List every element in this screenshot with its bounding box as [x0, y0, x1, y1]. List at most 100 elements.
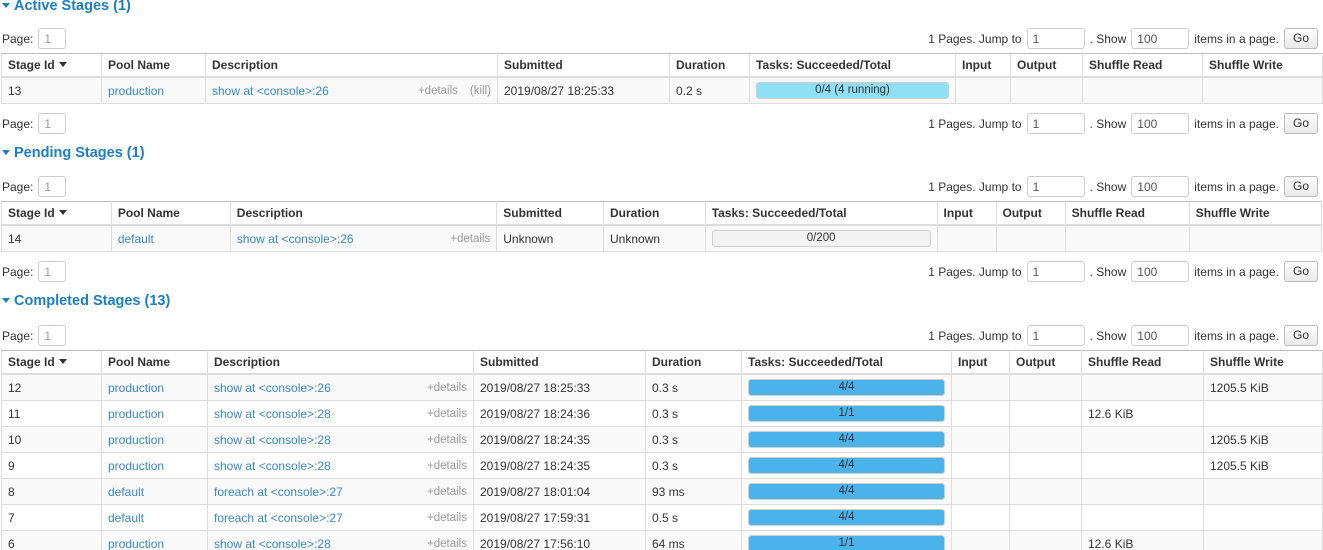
details-toggle[interactable]: +details — [427, 537, 467, 550]
stage-description-link[interactable]: foreach at <console>:27 — [214, 510, 343, 525]
col-input[interactable]: Input — [951, 350, 1010, 375]
go-button[interactable]: Go — [1283, 28, 1318, 49]
details-toggle[interactable]: +details — [427, 485, 467, 498]
kill-stage-link[interactable]: (kill) — [469, 84, 491, 97]
table-header-row: Stage Id Pool Name Description Submitted… — [1, 53, 1323, 78]
cell-pool-name: production — [101, 530, 208, 550]
details-toggle[interactable]: +details — [427, 381, 467, 394]
go-button[interactable]: Go — [1283, 176, 1318, 197]
details-toggle[interactable]: +details — [417, 84, 458, 97]
pool-name-link[interactable]: production — [108, 406, 165, 421]
details-toggle[interactable]: +details — [427, 407, 467, 420]
page-input[interactable] — [38, 28, 67, 49]
col-pool-name[interactable]: Pool Name — [101, 53, 206, 78]
cell-input — [955, 76, 1011, 104]
active-stages-header[interactable]: Active Stages (1) — [0, 0, 131, 14]
col-output[interactable]: Output — [1010, 53, 1083, 78]
go-button[interactable]: Go — [1283, 325, 1318, 346]
show-items-input[interactable] — [1131, 261, 1190, 282]
jump-to-input[interactable] — [1026, 28, 1085, 49]
col-tasks[interactable]: Tasks: Succeeded/Total — [749, 53, 956, 78]
col-shuffle-write[interactable]: Shuffle Write — [1203, 350, 1323, 375]
col-description[interactable]: Description — [205, 53, 498, 78]
active-stages-title: Active Stages (1) — [14, 0, 131, 14]
completed-stages-header[interactable]: Completed Stages (13) — [0, 293, 170, 309]
stage-description-link[interactable]: show at <console>:26 — [212, 83, 329, 98]
col-stage-id[interactable]: Stage Id — [1, 350, 102, 375]
pool-name-link[interactable]: production — [108, 83, 165, 98]
col-submitted[interactable]: Submitted — [473, 350, 646, 375]
items-per-page-label: items in a page. — [1194, 328, 1279, 343]
page-input[interactable] — [38, 176, 67, 197]
show-label: . Show — [1089, 116, 1127, 131]
jump-to-input[interactable] — [1026, 176, 1085, 197]
stage-description-link[interactable]: show at <console>:28 — [214, 406, 331, 421]
col-output[interactable]: Output — [995, 201, 1066, 226]
stage-description-link[interactable]: show at <console>:26 — [214, 380, 331, 395]
col-tasks[interactable]: Tasks: Succeeded/Total — [741, 350, 952, 375]
show-items-input[interactable] — [1131, 28, 1190, 49]
col-duration[interactable]: Duration — [645, 350, 742, 375]
cell-stage-id: 7 — [1, 504, 102, 531]
stage-description-link[interactable]: show at <console>:26 — [236, 231, 354, 246]
col-shuffle-write[interactable]: Shuffle Write — [1202, 53, 1323, 78]
table-row: 14 default show at <console>:26 +details Unk… — [1, 224, 1323, 252]
col-input[interactable]: Input — [955, 53, 1011, 78]
col-shuffle-read[interactable]: Shuffle Read — [1064, 201, 1190, 226]
go-button[interactable]: Go — [1283, 261, 1318, 282]
col-shuffle-read[interactable]: Shuffle Read — [1082, 53, 1203, 78]
cell-pool-name: production — [101, 452, 208, 479]
cell-duration: 0.3 s — [645, 373, 742, 401]
col-shuffle-write[interactable]: Shuffle Write — [1188, 201, 1323, 226]
pool-name-link[interactable]: production — [108, 380, 165, 395]
pool-name-link[interactable]: production — [108, 536, 165, 550]
go-button[interactable]: Go — [1283, 113, 1318, 134]
table-row: 10 production show at <console>:28 +details… — [1, 426, 1323, 453]
col-description[interactable]: Description — [207, 350, 474, 375]
page-input[interactable] — [38, 113, 67, 134]
show-items-input[interactable] — [1131, 325, 1190, 346]
cell-pool-name: default — [101, 504, 208, 531]
col-input[interactable]: Input — [936, 201, 997, 226]
col-duration[interactable]: Duration — [603, 201, 706, 226]
pool-name-link[interactable]: default — [108, 484, 145, 499]
col-shuffle-read[interactable]: Shuffle Read — [1081, 350, 1204, 375]
col-tasks[interactable]: Tasks: Succeeded/Total — [704, 201, 938, 226]
col-description[interactable]: Description — [229, 201, 498, 226]
col-duration[interactable]: Duration — [669, 53, 750, 78]
details-toggle[interactable]: +details — [427, 511, 467, 524]
stage-description-link[interactable]: foreach at <console>:27 — [214, 484, 343, 499]
pool-name-link[interactable]: production — [108, 458, 165, 473]
col-stage-id[interactable]: Stage Id — [1, 201, 112, 226]
pool-name-link[interactable]: default — [108, 510, 145, 525]
pending-stages-header[interactable]: Pending Stages (1) — [0, 145, 145, 161]
col-stage-id[interactable]: Stage Id — [1, 53, 102, 78]
page-input[interactable] — [38, 325, 67, 346]
jump-to-input[interactable] — [1026, 261, 1085, 282]
task-progress-bar: 4/4 — [748, 483, 945, 500]
pool-name-link[interactable]: production — [108, 432, 165, 447]
cell-shuffle-read — [1081, 478, 1204, 505]
page-input[interactable] — [38, 261, 67, 282]
details-toggle[interactable]: +details — [450, 232, 491, 245]
col-output[interactable]: Output — [1009, 350, 1082, 375]
jump-to-input[interactable] — [1026, 113, 1085, 134]
show-items-input[interactable] — [1131, 113, 1190, 134]
stage-description-link[interactable]: show at <console>:28 — [214, 536, 331, 550]
pool-name-link[interactable]: default — [117, 231, 154, 246]
col-pool-name[interactable]: Pool Name — [110, 201, 231, 226]
col-pool-name[interactable]: Pool Name — [101, 350, 208, 375]
cell-duration: 0.2 s — [669, 76, 750, 104]
show-items-input[interactable] — [1131, 176, 1190, 197]
col-submitted[interactable]: Submitted — [497, 53, 670, 78]
cell-submitted: 2019/08/27 18:24:35 — [473, 452, 646, 479]
cell-shuffle-write — [1203, 504, 1323, 531]
details-toggle[interactable]: +details — [427, 433, 467, 446]
col-submitted[interactable]: Submitted — [496, 201, 604, 226]
jump-to-input[interactable] — [1026, 325, 1085, 346]
stage-description-link[interactable]: show at <console>:28 — [214, 432, 331, 447]
stage-description-link[interactable]: show at <console>:28 — [214, 458, 331, 473]
cell-shuffle-write — [1203, 530, 1323, 550]
cell-submitted: 2019/08/27 18:24:36 — [473, 400, 646, 427]
details-toggle[interactable]: +details — [427, 459, 467, 472]
